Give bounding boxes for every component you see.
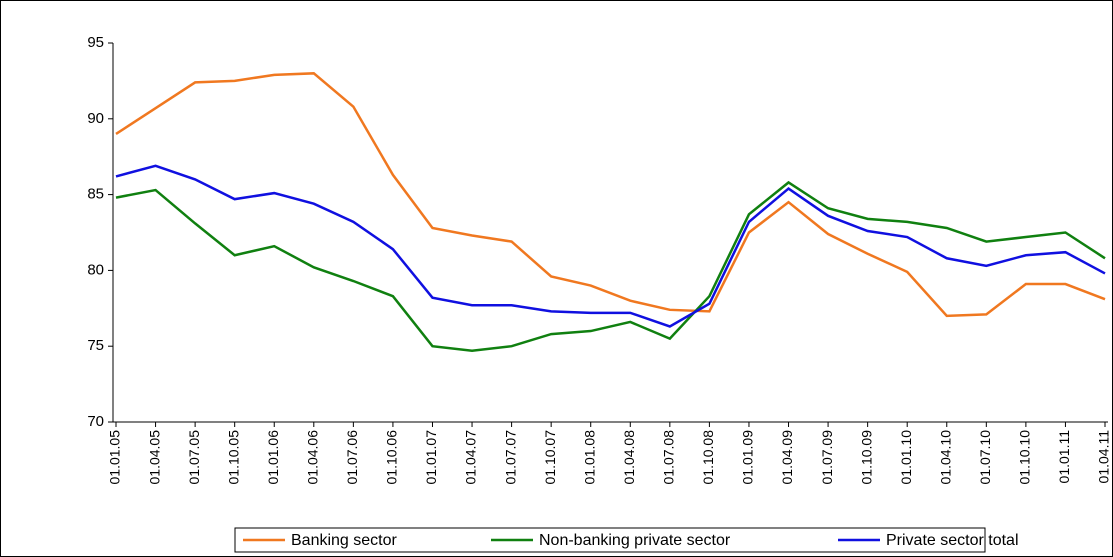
x-tick-label: 01.01.07 — [423, 430, 439, 485]
x-tick-label: 01.01.06 — [265, 430, 281, 485]
legend-label: Private sector total — [886, 532, 1019, 549]
x-tick-label: 01.01.11 — [1056, 430, 1072, 484]
x-tick-label: 01.04.05 — [146, 430, 162, 485]
x-tick-label: 01.01.05 — [107, 430, 123, 485]
y-tick-label: 80 — [87, 261, 104, 278]
y-tick-label: 90 — [87, 110, 104, 127]
y-tick-label: 95 — [87, 34, 104, 51]
x-tick-label: 01.04.10 — [937, 430, 953, 485]
series-line — [115, 164, 1106, 328]
legend-label: Banking sector — [291, 532, 398, 549]
x-tick-label: 01.07.05 — [186, 430, 202, 485]
x-tick-label: 01.07.07 — [502, 430, 518, 485]
x-tick-label: 01.10.08 — [700, 430, 716, 485]
legend-label: Non-banking private sector — [539, 532, 731, 549]
series-line — [115, 180, 1106, 353]
y-tick-label: 75 — [87, 337, 104, 354]
x-tick-label: 01.07.08 — [661, 430, 677, 485]
x-tick-label: 01.04.09 — [779, 430, 795, 485]
x-tick-label: 01.10.09 — [858, 430, 874, 485]
x-tick-label: 01.04.06 — [305, 430, 321, 485]
y-tick-label: 70 — [87, 413, 104, 430]
x-tick-label: 01.10.05 — [225, 430, 241, 485]
x-tick-label: 01.10.07 — [542, 430, 558, 485]
x-tick-label: 01.04.08 — [621, 430, 637, 485]
x-tick-label: 01.10.10 — [1017, 430, 1033, 485]
x-tick-label: 01.07.06 — [344, 430, 360, 485]
x-tick-label: 01.01.10 — [898, 430, 914, 485]
series-line — [115, 72, 1106, 318]
x-tick-label: 01.04.07 — [463, 430, 479, 485]
y-tick-label: 85 — [87, 186, 104, 203]
x-tick-label: 01.07.10 — [977, 430, 993, 485]
x-tick-label: 01.07.09 — [819, 430, 835, 485]
x-tick-label: 01.04.11 — [1096, 430, 1112, 484]
x-tick-label: 01.01.09 — [740, 430, 756, 485]
x-tick-label: 01.01.08 — [581, 430, 597, 485]
x-tick-label: 01.10.06 — [384, 430, 400, 485]
